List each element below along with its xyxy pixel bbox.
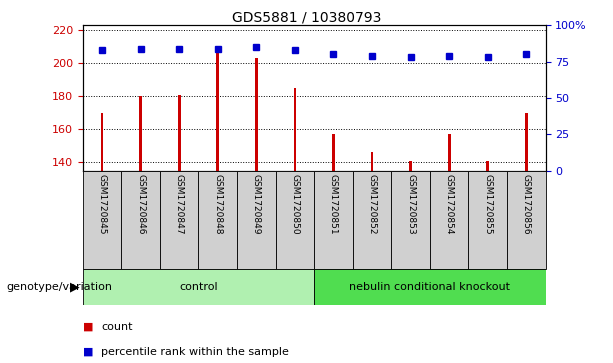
Bar (371, 152, 373, 171)
Bar (255, 58, 257, 171)
Text: GSM1720851: GSM1720851 (329, 174, 338, 234)
Text: control: control (179, 282, 218, 292)
Text: GSM1720856: GSM1720856 (522, 174, 531, 234)
Text: ▶: ▶ (70, 280, 80, 293)
Bar (391, 171, 430, 269)
Bar (430, 171, 468, 269)
Bar (83, 171, 121, 269)
Text: GSM1720853: GSM1720853 (406, 174, 415, 234)
Text: GSM1720852: GSM1720852 (368, 174, 376, 234)
Bar (101, 113, 104, 171)
Text: GSM1720845: GSM1720845 (97, 174, 107, 234)
Bar (237, 171, 276, 269)
Bar (160, 171, 199, 269)
Bar (276, 171, 314, 269)
Text: GSM1720847: GSM1720847 (175, 174, 184, 234)
Bar (216, 47, 219, 171)
Bar (121, 171, 160, 269)
Bar (314, 269, 546, 305)
Text: GDS5881 / 10380793: GDS5881 / 10380793 (232, 11, 381, 25)
Text: genotype/variation: genotype/variation (6, 282, 112, 292)
Bar (199, 171, 237, 269)
Bar (448, 134, 451, 171)
Bar (507, 171, 546, 269)
Text: percentile rank within the sample: percentile rank within the sample (101, 347, 289, 357)
Text: GSM1720855: GSM1720855 (483, 174, 492, 234)
Text: nebulin conditional knockout: nebulin conditional knockout (349, 282, 511, 292)
Text: count: count (101, 322, 132, 332)
Bar (294, 88, 296, 171)
Text: ■: ■ (83, 322, 93, 332)
Bar (352, 171, 391, 269)
Bar (83, 269, 314, 305)
Text: ■: ■ (83, 347, 93, 357)
Text: GSM1720848: GSM1720848 (213, 174, 223, 234)
Bar (178, 95, 180, 171)
Text: GSM1720854: GSM1720854 (444, 174, 454, 234)
Bar (468, 171, 507, 269)
Bar (525, 113, 528, 171)
Bar (409, 161, 412, 171)
Text: GSM1720850: GSM1720850 (291, 174, 299, 234)
Text: GSM1720846: GSM1720846 (136, 174, 145, 234)
Bar (139, 96, 142, 171)
Bar (314, 171, 352, 269)
Bar (486, 161, 489, 171)
Text: GSM1720849: GSM1720849 (252, 174, 261, 234)
Bar (332, 134, 335, 171)
